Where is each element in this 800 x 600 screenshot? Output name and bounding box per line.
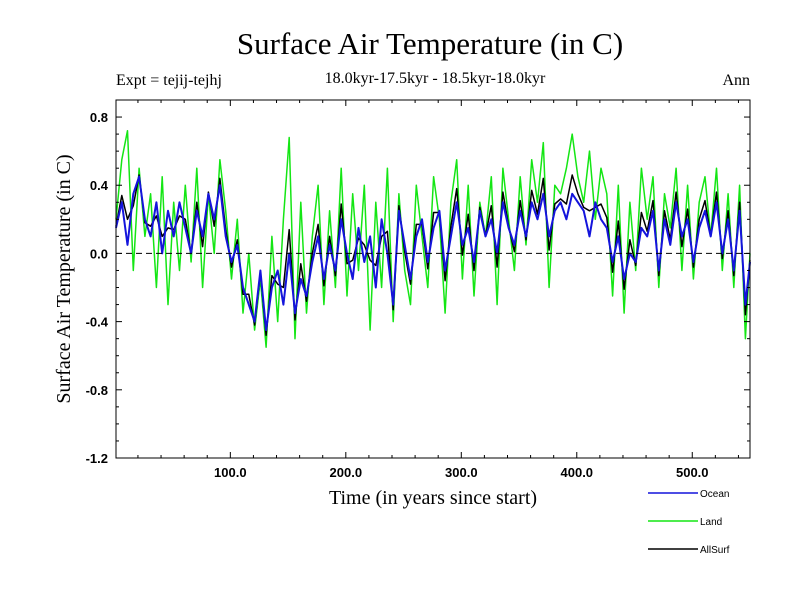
legend-label-allsurf: AllSurf — [700, 545, 730, 556]
legend: Ocean Land AllSurf — [648, 489, 730, 556]
y-axis-label: Surface Air Temperature (in C) — [53, 154, 75, 403]
experiment-label: Expt = tejij-tejhj — [116, 72, 222, 89]
plot-frame — [115, 99, 751, 459]
series-line-ocean — [115, 175, 751, 332]
chart-title: Surface Air Temperature (in C) — [236, 26, 624, 61]
series-line-land — [115, 129, 751, 348]
x-tick-label: 300.0 — [445, 465, 478, 480]
legend-label-ocean: Ocean — [700, 489, 729, 500]
y-tick-label: -1.2 — [86, 451, 108, 466]
y-tick-label: 0.0 — [90, 246, 108, 261]
x-tick-label: 100.0 — [214, 465, 247, 480]
chart-subtitle: 18.0kyr-17.5kyr - 18.5kyr-18.0kyr — [324, 70, 546, 87]
x-axis-label: Time (in years since start) — [329, 487, 537, 509]
ticks-layer: 100.0 200.0 300.0 400.0 500.0 -1.2 -0.8 -0.4 0.0… — [86, 100, 750, 480]
x-tick-label: 200.0 — [330, 465, 363, 480]
season-label: Ann — [722, 72, 750, 89]
y-tick-label: 0.4 — [90, 178, 109, 193]
legend-label-land: Land — [700, 517, 722, 528]
x-tick-label: 500.0 — [676, 465, 709, 480]
y-tick-label: 0.8 — [90, 110, 108, 125]
x-tick-label: 400.0 — [561, 465, 594, 480]
y-tick-label: -0.8 — [86, 383, 108, 398]
y-tick-label: -0.4 — [86, 315, 109, 330]
series-layer — [115, 129, 751, 348]
